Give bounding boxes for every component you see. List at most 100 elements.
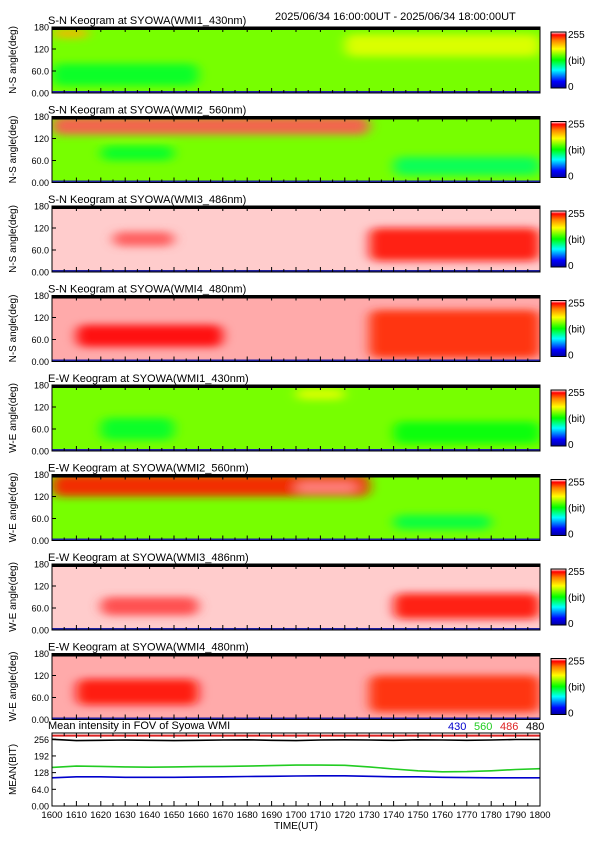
keogram-title: E-W Keogram at SYOWA(WMI2_560nm)	[48, 463, 249, 475]
y-tick-label: 120	[34, 45, 49, 55]
keogram-title: S-N Keogram at SYOWA(WMI3_486nm)	[48, 194, 246, 206]
y-tick-label: 180	[34, 381, 49, 391]
y-tick-label: 0.00	[31, 715, 49, 725]
colorbar-unit-label: (bit)	[568, 504, 585, 515]
keogram-feature	[369, 675, 540, 713]
y-axis-label: MEAN(BIT)	[8, 744, 19, 795]
y-tick-label: 0.00	[31, 447, 49, 457]
keogram-title: S-N Keogram at SYOWA(WMI4_480nm)	[48, 284, 246, 296]
keogram-panel-1: S-N Keogram at SYOWA(WMI1_430nm) 0.00 60.0…	[8, 15, 585, 99]
colorbar-min-label: 0	[568, 619, 574, 630]
colorbar-max-label: 255	[568, 120, 585, 131]
y-tick-label: 60.0	[31, 425, 49, 435]
y-tick-label: 0.00	[31, 357, 49, 367]
keogram-feature	[393, 514, 492, 530]
keogram-features	[100, 388, 540, 444]
y-tick-label: 120	[34, 313, 49, 323]
colorbar-max-label: 255	[568, 657, 585, 668]
y-tick-label: 60.0	[31, 156, 49, 166]
y-tick-label: 128	[34, 768, 49, 778]
keogram-panel-4: S-N Keogram at SYOWA(WMI4_480nm) 0.00 60.0…	[8, 284, 585, 368]
x-tick-label: 1690	[261, 810, 282, 821]
keogram-image	[52, 116, 540, 183]
y-axis-label: N-S angle(deg)	[8, 205, 19, 273]
series-line-430	[51, 774, 540, 779]
y-tick-label: 0.00	[31, 626, 49, 636]
colorbar	[550, 658, 567, 715]
keogram-features	[100, 593, 540, 619]
y-tick-label: 60.0	[31, 246, 49, 256]
keogram-image	[52, 653, 540, 720]
y-tick-label: 180	[34, 470, 49, 480]
y-tick-label: 180	[34, 649, 49, 659]
keogram-feature	[369, 228, 540, 261]
keogram-feature	[369, 310, 540, 358]
y-tick-label: 120	[34, 224, 49, 234]
keogram-panel-3: S-N Keogram at SYOWA(WMI3_486nm) 0.00 60.0…	[8, 194, 585, 278]
keogram-panel-6: E-W Keogram at SYOWA(WMI2_560nm) 0.00 60.0…	[8, 463, 585, 547]
keogram-feature	[113, 231, 174, 247]
legend-entry-486: 486	[500, 721, 518, 733]
keogram-features	[52, 116, 540, 176]
keogram-features	[52, 474, 492, 530]
colorbar-max-label: 255	[568, 567, 585, 578]
x-tick-label: 1740	[383, 810, 404, 821]
colorbar	[550, 300, 567, 357]
keogram-feature	[52, 116, 370, 135]
colorbar-unit-label: (bit)	[568, 56, 585, 67]
colorbar-unit-label: (bit)	[568, 325, 585, 336]
colorbar-unit-label: (bit)	[568, 146, 585, 157]
keogram-image	[52, 206, 540, 272]
x-tick-label: 1790	[505, 810, 526, 821]
x-tick-label: 1750	[407, 810, 428, 821]
x-tick-label: 1630	[115, 810, 136, 821]
y-tick-label: 120	[34, 492, 49, 502]
keogram-feature	[393, 421, 540, 444]
legend-entry-430: 430	[448, 721, 466, 733]
keogram-feature	[76, 679, 199, 705]
colorbar	[550, 121, 567, 178]
legend-entry-480: 480	[526, 721, 544, 733]
y-axis-label: N-S angle(deg)	[8, 295, 19, 363]
y-tick-label: 60.0	[31, 514, 49, 524]
x-tick-label: 1720	[334, 810, 355, 821]
y-tick-label: 180	[34, 202, 49, 212]
keogram-title: E-W Keogram at SYOWA(WMI4_480nm)	[48, 642, 249, 654]
keogram-title: S-N Keogram at SYOWA(WMI2_560nm)	[48, 105, 246, 117]
y-tick-label: 0.00	[31, 89, 49, 99]
keogram-feature	[393, 156, 540, 176]
keogram-image	[52, 474, 540, 541]
colorbar-max-label: 255	[568, 30, 585, 41]
keogram-features	[113, 228, 540, 261]
colorbar-min-label: 0	[568, 261, 574, 272]
colorbar	[550, 479, 567, 536]
keogram-image	[52, 27, 540, 93]
y-tick-label: 0.00	[31, 802, 49, 812]
x-tick-label: 1670	[212, 810, 233, 821]
y-tick-label: 64.0	[31, 785, 49, 795]
keogram-image	[52, 564, 540, 630]
colorbar-min-label: 0	[568, 709, 574, 720]
keogram-feature	[393, 593, 540, 619]
keogram-feature	[296, 481, 357, 493]
y-tick-label: 256	[34, 735, 49, 745]
keogram-image	[52, 385, 540, 451]
colorbar-unit-label: (bit)	[568, 593, 585, 604]
y-tick-label: 120	[34, 671, 49, 681]
colorbar-max-label: 255	[568, 299, 585, 310]
y-tick-label: 192	[34, 751, 49, 761]
y-tick-label: 60.0	[31, 67, 49, 77]
y-tick-label: 180	[34, 560, 49, 570]
y-tick-label: 180	[34, 112, 49, 122]
colorbar-max-label: 255	[568, 388, 585, 399]
keogram-feature	[76, 324, 223, 347]
keogram-features	[52, 28, 540, 86]
keogram-feature	[296, 388, 345, 400]
mean-intensity-panel: Mean intensity in FOV of Syowa WMI 430 560…	[8, 720, 551, 832]
y-axis-label: W-E angle(deg)	[8, 473, 19, 543]
y-tick-label: 60.0	[31, 604, 49, 614]
keogram-feature	[100, 597, 199, 616]
y-tick-label: 120	[34, 134, 49, 144]
x-axis-label: TIME(UT)	[274, 821, 318, 832]
x-tick-label: 1660	[188, 810, 209, 821]
